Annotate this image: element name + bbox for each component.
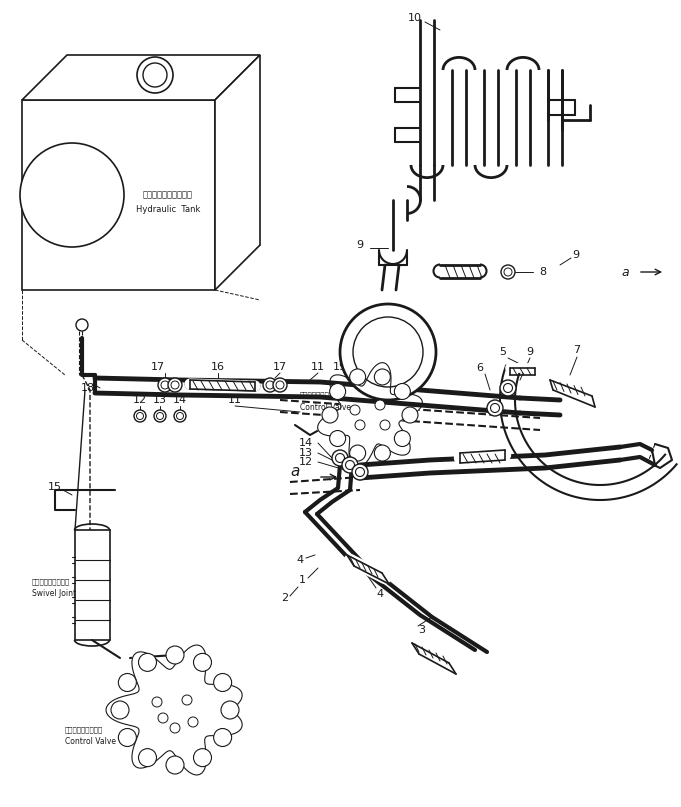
Text: 17: 17 [273, 362, 287, 372]
Text: 9: 9 [526, 347, 533, 357]
Circle shape [137, 57, 173, 93]
Circle shape [20, 143, 124, 247]
Circle shape [332, 450, 348, 466]
Text: 2: 2 [281, 593, 289, 603]
Circle shape [118, 729, 136, 746]
Circle shape [330, 430, 346, 446]
Text: 12: 12 [299, 457, 313, 467]
Circle shape [76, 319, 88, 331]
Circle shape [330, 383, 346, 399]
Circle shape [355, 420, 365, 430]
Circle shape [134, 410, 146, 422]
Circle shape [214, 674, 232, 692]
Text: 5: 5 [499, 347, 507, 357]
Circle shape [118, 674, 136, 692]
Text: 14: 14 [299, 438, 313, 448]
Circle shape [340, 304, 436, 400]
Text: 17: 17 [151, 362, 165, 372]
Circle shape [263, 378, 277, 392]
Circle shape [152, 697, 162, 707]
Circle shape [166, 756, 184, 774]
Text: 13: 13 [299, 448, 313, 458]
Circle shape [170, 723, 180, 733]
Circle shape [158, 378, 172, 392]
Circle shape [352, 464, 368, 480]
Circle shape [214, 729, 232, 746]
Circle shape [342, 457, 358, 473]
Circle shape [138, 749, 157, 767]
Text: 11: 11 [311, 362, 325, 372]
Text: Hydraulic  Tank: Hydraulic Tank [136, 206, 200, 215]
Circle shape [221, 701, 239, 719]
Circle shape [322, 407, 338, 423]
Text: 4: 4 [296, 555, 304, 565]
Text: a: a [290, 465, 300, 479]
Circle shape [394, 430, 411, 446]
Text: 9: 9 [573, 250, 580, 260]
Text: 10: 10 [408, 13, 422, 23]
Circle shape [350, 405, 360, 415]
Text: 4: 4 [377, 589, 383, 599]
Circle shape [111, 701, 129, 719]
Circle shape [182, 695, 192, 705]
Text: 14: 14 [173, 395, 187, 405]
Circle shape [349, 369, 366, 385]
Text: スイベルジョイント: スイベルジョイント [32, 579, 70, 585]
Circle shape [375, 369, 390, 385]
Circle shape [273, 378, 287, 392]
Text: a: a [621, 266, 629, 278]
Text: ハイドロリックタンク: ハイドロリックタンク [143, 190, 193, 199]
Text: 16: 16 [211, 362, 225, 372]
Text: 19: 19 [333, 362, 347, 372]
Polygon shape [22, 55, 260, 100]
Polygon shape [215, 55, 260, 290]
Circle shape [501, 265, 515, 279]
Text: Control Valve: Control Valve [65, 738, 116, 746]
Text: Control Valve: Control Valve [300, 403, 351, 412]
Circle shape [158, 713, 168, 723]
Text: 12: 12 [133, 395, 147, 405]
Circle shape [375, 400, 385, 410]
Text: コントロールバルブ: コントロールバルブ [65, 726, 104, 734]
Circle shape [138, 654, 157, 671]
Polygon shape [22, 100, 215, 290]
Text: 8: 8 [539, 267, 547, 277]
Circle shape [380, 420, 390, 430]
Polygon shape [106, 645, 242, 775]
Circle shape [402, 407, 418, 423]
Polygon shape [317, 362, 422, 467]
Circle shape [193, 654, 212, 671]
Circle shape [154, 410, 166, 422]
Text: 7: 7 [573, 345, 581, 355]
Text: Swivel Joint: Swivel Joint [32, 589, 76, 599]
Text: 1: 1 [298, 575, 306, 585]
Text: 9: 9 [356, 240, 364, 250]
Text: コントロールバルブ: コントロールバルブ [300, 391, 338, 399]
Circle shape [166, 646, 184, 664]
Text: 13: 13 [153, 395, 167, 405]
Circle shape [487, 400, 503, 416]
Text: 11: 11 [228, 395, 242, 405]
Circle shape [375, 445, 390, 461]
Circle shape [193, 749, 212, 767]
Text: 15: 15 [48, 482, 62, 492]
Circle shape [394, 383, 411, 399]
Text: 6: 6 [477, 363, 484, 373]
Circle shape [188, 717, 198, 727]
Text: 3: 3 [419, 625, 426, 635]
Circle shape [174, 410, 186, 422]
Circle shape [500, 380, 516, 396]
Circle shape [349, 445, 366, 461]
Circle shape [168, 378, 182, 392]
Text: 18: 18 [81, 383, 95, 393]
